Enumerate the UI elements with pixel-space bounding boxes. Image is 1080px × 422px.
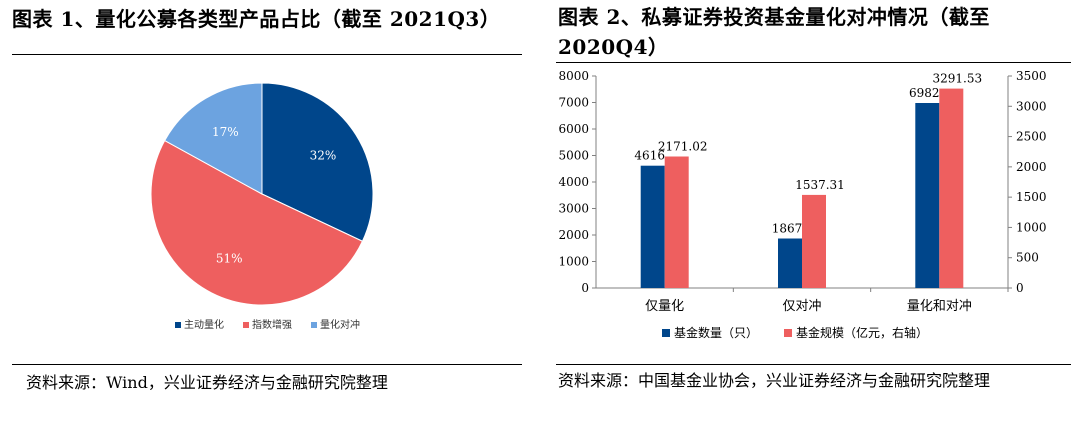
pie-slice-label-1: 32% (310, 148, 337, 162)
right-y-tick-label-3500: 3500 (1016, 69, 1047, 83)
x-category-label-1: 仅量化 (645, 299, 684, 314)
right-source-note: 资料来源：中国基金业协会，兴业证券经济与金融研究院整理 (558, 371, 991, 390)
pie-slice-2 (150, 139, 364, 306)
right-source-rule (556, 364, 1071, 365)
left-source-note: 资料来源：Wind，兴业证券经济与金融研究院整理 (26, 373, 388, 392)
bar-value-label-scale-3: 3291.53 (932, 72, 982, 86)
left-y-tick-label-8000: 8000 (558, 69, 589, 83)
right-y-tick-label-2000: 2000 (1016, 160, 1047, 174)
bar-scale-3 (939, 88, 964, 288)
right-y-tick-label-0: 0 (1016, 281, 1024, 295)
x-category-label-2: 仅对冲 (782, 299, 821, 314)
bar-count-2 (778, 238, 802, 288)
bar-value-label-count-2: 1867 (772, 222, 803, 236)
bar-value-label-scale-2: 1537.31 (795, 178, 845, 192)
pie-slice-1 (261, 82, 374, 242)
left-y-tick-label-1000: 1000 (558, 255, 589, 269)
right-y-tick-label-2500: 2500 (1016, 130, 1047, 144)
left-y-tick-label-7000: 7000 (558, 96, 589, 110)
pie-legend-swatch-3 (311, 322, 317, 328)
pie-slice-label-2: 51% (216, 251, 243, 265)
pie-legend-label-2: 指数增强 (252, 318, 292, 331)
left-source-rule (12, 364, 522, 365)
right-title-rule (556, 62, 1071, 63)
left-y-tick-label-0: 0 (581, 281, 589, 295)
pie-legend-swatch-2 (243, 322, 249, 328)
bar-value-label-scale-1: 2171.02 (658, 140, 708, 154)
x-category-label-3: 量化和对冲 (907, 299, 972, 314)
right-y-tick-label-3000: 3000 (1016, 99, 1047, 113)
right-y-tick-label-500: 500 (1016, 251, 1039, 265)
bar-scale-2 (802, 194, 826, 288)
pie-legend-label-3: 量化对冲 (320, 318, 360, 331)
pie-slice-label-3: 17% (212, 125, 239, 139)
right-panel: 图表 2、私募证券投资基金量化对冲情况（截至 2020Q4） 0 1000 2000… (550, 0, 1080, 422)
left-panel: 图表 1、量化公募各类型产品占比（截至 2021Q3） 32% 51% 17% 主动… (0, 0, 522, 422)
right-y-tick-label-1000: 1000 (1016, 220, 1047, 234)
bar-legend-label-1: 基金数量（只） (674, 325, 758, 340)
bar-count-3 (915, 103, 940, 288)
left-y-tick-label-5000: 5000 (558, 149, 589, 163)
left-y-tick-label-2000: 2000 (558, 228, 589, 242)
bar-value-label-count-1: 4616 (634, 149, 665, 163)
pie-chart: 32% 51% 17% 主动量化 指数增强 量化对冲 (150, 82, 374, 331)
left-y-tick-label-4000: 4000 (558, 175, 589, 189)
right-y-tick-label-1500: 1500 (1016, 190, 1047, 204)
pie-slice-3 (164, 82, 263, 195)
pie-legend-label-1: 主动量化 (184, 318, 224, 331)
bar-legend-label-2: 基金规模（亿元，右轴） (796, 325, 928, 340)
left-y-tick-label-3000: 3000 (558, 202, 589, 216)
bar-legend-swatch-2 (784, 329, 792, 337)
left-title-rule (12, 54, 522, 55)
pie-legend-swatch-1 (175, 322, 181, 328)
right-figure-title: 图表 2、私募证券投资基金量化对冲情况（截至 2020Q4） (558, 5, 990, 59)
left-figure-title: 图表 1、量化公募各类型产品占比（截至 2021Q3） (12, 7, 501, 31)
left-y-tick-label-6000: 6000 (558, 122, 589, 136)
bar-count-1 (640, 165, 665, 288)
bar-scale-1 (664, 156, 689, 288)
bar-value-label-count-3: 6982 (909, 86, 940, 100)
bar-chart: 0 1000 2000 3000 4000 5000 6000 7000 8000 0 500 100… (558, 69, 1047, 340)
bar-legend-swatch-1 (662, 329, 670, 337)
